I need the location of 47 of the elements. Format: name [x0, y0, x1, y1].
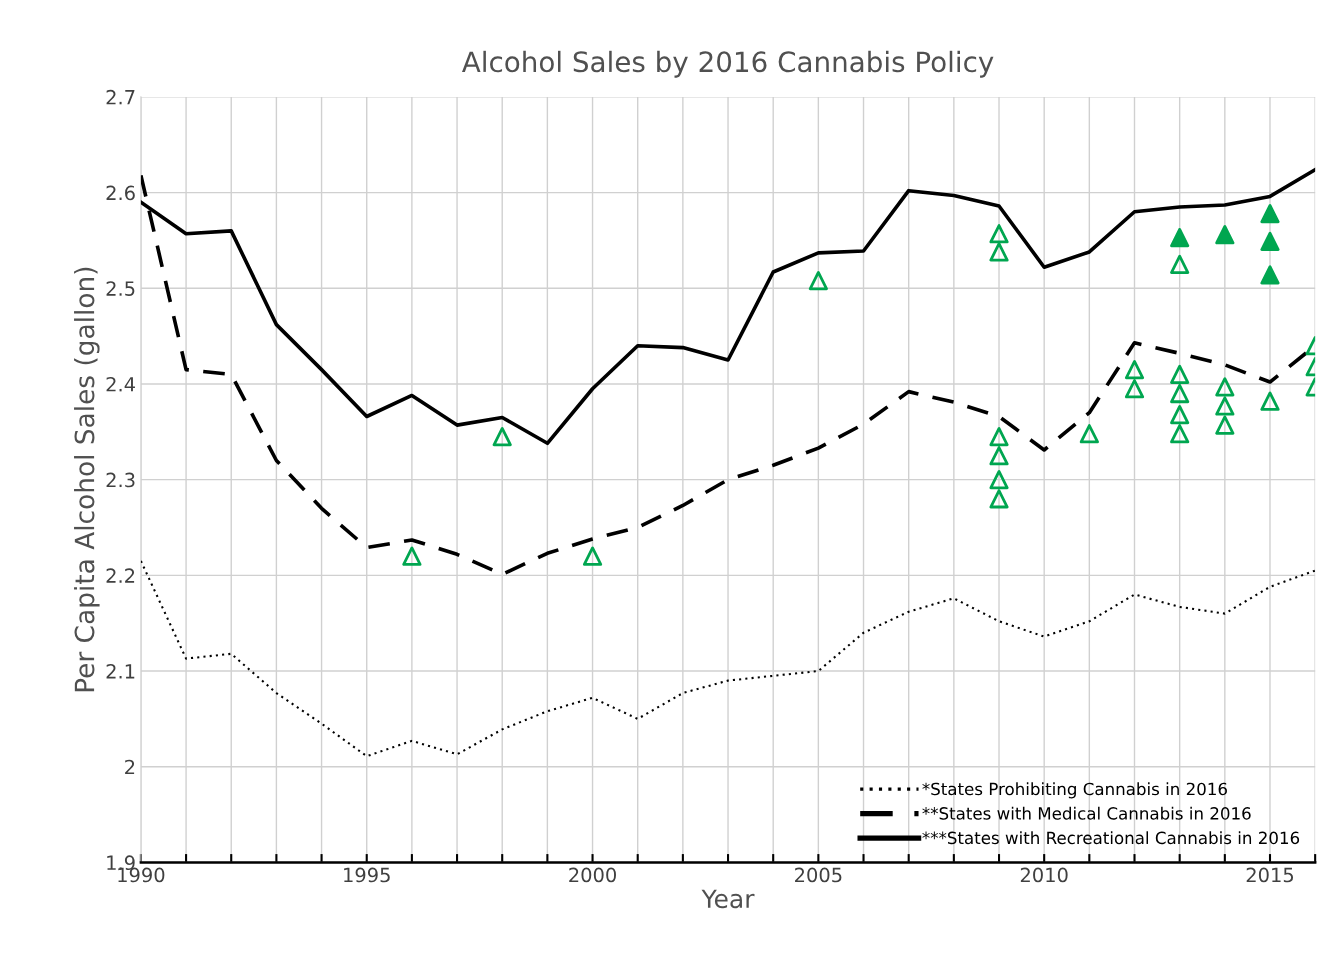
- legend-label: ***States with Recreational Cannabis in 2016: [922, 831, 1300, 845]
- point: [582, 546, 603, 566]
- point: [1215, 225, 1235, 245]
- point: [808, 271, 828, 291]
- y-tick-label: 2.6: [106, 185, 135, 201]
- chart-title: Alcohol Sales by 2016 Cannabis Policy: [462, 50, 994, 78]
- point: [1215, 415, 1235, 435]
- point: [1215, 396, 1235, 416]
- point: [989, 224, 1009, 244]
- legend-label: *States Prohibiting Cannabis in 2016: [922, 782, 1227, 799]
- y-tick-label: 2.2: [106, 568, 135, 583]
- point: [989, 489, 1009, 509]
- point: [989, 426, 1009, 447]
- legend-label: **States with Medical Cannabis in 2016: [922, 806, 1251, 820]
- line-series: [140, 559, 1316, 758]
- y-tick-label: 2.1: [106, 663, 135, 679]
- y-tick-label: 2.4: [106, 376, 135, 392]
- point: [1215, 377, 1235, 397]
- point: [402, 546, 422, 566]
- point: [1170, 364, 1190, 384]
- point: [989, 470, 1009, 490]
- point: [1170, 424, 1190, 444]
- point: [492, 426, 512, 447]
- x-tick-label: 2010: [1020, 867, 1068, 883]
- point: [1260, 265, 1280, 285]
- x-axis-title: Year: [701, 889, 755, 909]
- y-tick-label: 2.3: [106, 472, 135, 488]
- point: [1170, 404, 1190, 425]
- point: [1170, 254, 1190, 274]
- point: [1260, 204, 1280, 224]
- y-tick-label: 2.7: [106, 89, 135, 105]
- y-axis-title: Per Capita Alcohol Sales (gallon): [74, 267, 100, 692]
- y-tick-label: 2.5: [106, 281, 135, 296]
- x-tick-label: 2005: [795, 867, 842, 883]
- point: [1260, 231, 1280, 251]
- point: [1079, 424, 1099, 444]
- point: [1124, 360, 1145, 380]
- point: [1170, 227, 1190, 248]
- x-tick-label: 1995: [344, 867, 390, 883]
- point: [989, 446, 1009, 466]
- point: [1170, 383, 1190, 404]
- point: [1124, 379, 1145, 399]
- x-tick-label: 2000: [569, 867, 616, 883]
- x-tick-label: 2015: [1246, 867, 1294, 883]
- point: [1260, 391, 1280, 411]
- point: [989, 242, 1009, 262]
- y-tick-label: 2: [125, 759, 135, 775]
